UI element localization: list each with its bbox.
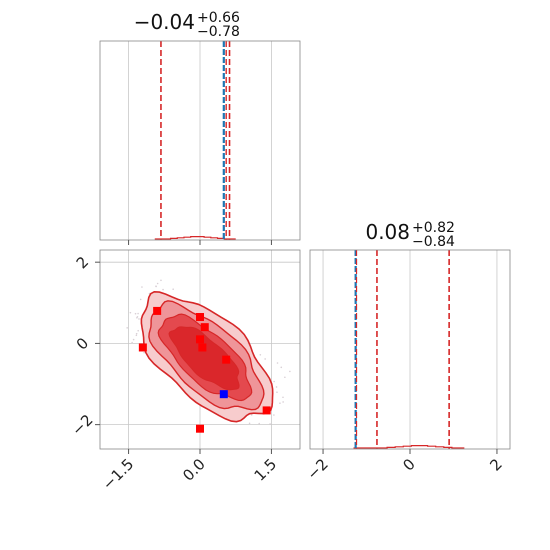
joint-sample-dot: [264, 358, 266, 360]
joint-x-tick-label-2: 1.5: [251, 455, 281, 485]
joint-sample-marker-7: [262, 406, 271, 415]
top-hist-title-upper-error: +0.66: [197, 10, 240, 26]
right-hist-x-tick-label-1: 0: [399, 455, 418, 474]
joint-sample-dot: [282, 396, 284, 399]
joint-sample-dot: [248, 422, 251, 425]
right-hist-title-median: 0.08: [365, 220, 410, 244]
joint-sample-dot: [132, 338, 135, 341]
joint-sample-dot: [269, 423, 271, 425]
joint-sample-marker-6: [222, 355, 231, 364]
joint-x-tick-label-0: −1.5: [99, 455, 137, 493]
joint-sample-dot: [279, 402, 281, 404]
top-hist-curve: [154, 236, 236, 240]
joint-sample-dot: [126, 327, 128, 329]
joint-sample-marker-0: [153, 306, 162, 315]
joint-sample-dot: [137, 329, 139, 332]
joint-sample-dot: [143, 351, 145, 354]
joint-sample-dot: [284, 376, 286, 379]
right-hist-curve: [353, 445, 465, 449]
joint-sample-dot: [160, 279, 162, 282]
joint-sample-dot: [250, 414, 253, 416]
joint-sample-dot: [131, 341, 133, 344]
joint-sample-dot: [139, 298, 142, 301]
joint-sample-marker-4: [196, 335, 204, 344]
joint-sample-marker-5: [198, 343, 207, 352]
joint-sample-dot: [280, 366, 283, 369]
joint-sample-dot: [282, 401, 284, 403]
joint-sample-dot: [273, 380, 275, 383]
joint-sample-marker-8: [196, 424, 204, 433]
joint-y-tick-label-0: −2: [68, 411, 96, 439]
joint-y-tick-label-1: 0: [73, 334, 92, 353]
joint-sample-dot: [276, 391, 278, 394]
joint-contour-level-3: [168, 326, 240, 391]
joint-sample-dot: [135, 334, 138, 337]
right-hist-x-tick-label-2: 2: [486, 455, 505, 474]
joint-sample-dot: [155, 285, 157, 287]
top-hist-title-median: −0.04: [134, 10, 195, 34]
right-hist-x-tick-label-0: −2: [303, 455, 331, 483]
joint-y-tick-label-2: 2: [73, 253, 92, 272]
right-hist-title-lower-error: −0.84: [412, 234, 455, 250]
joint-sample-dot: [134, 312, 137, 315]
joint-sample-dot: [162, 288, 164, 291]
joint-sample-dot: [135, 332, 138, 335]
joint-sample-dot: [129, 311, 132, 314]
joint-sample-dot: [141, 286, 143, 288]
joint-sample-marker-3: [200, 323, 209, 332]
joint-sample-dot: [156, 282, 159, 285]
top-hist-title-lower-error: −0.78: [197, 24, 240, 40]
joint-sample-dot: [258, 422, 261, 425]
joint-sample-dot: [172, 288, 174, 291]
joint-sample-dot: [289, 370, 291, 373]
joint-sample-dot: [136, 317, 138, 319]
joint-sample-dot: [276, 362, 279, 364]
joint-truth-marker: [219, 390, 228, 399]
joint-sample-dot: [275, 386, 278, 388]
joint-sample-dot: [137, 312, 139, 315]
joint-sample-dot: [273, 414, 275, 416]
joint-sample-marker-2: [196, 313, 204, 322]
joint-sample-dot: [138, 318, 140, 320]
right-hist-title-upper-error: +0.82: [412, 220, 455, 236]
joint-x-tick-label-1: 0.0: [179, 455, 209, 485]
joint-sample-marker-1: [138, 343, 147, 352]
joint-sample-dot: [259, 354, 262, 356]
